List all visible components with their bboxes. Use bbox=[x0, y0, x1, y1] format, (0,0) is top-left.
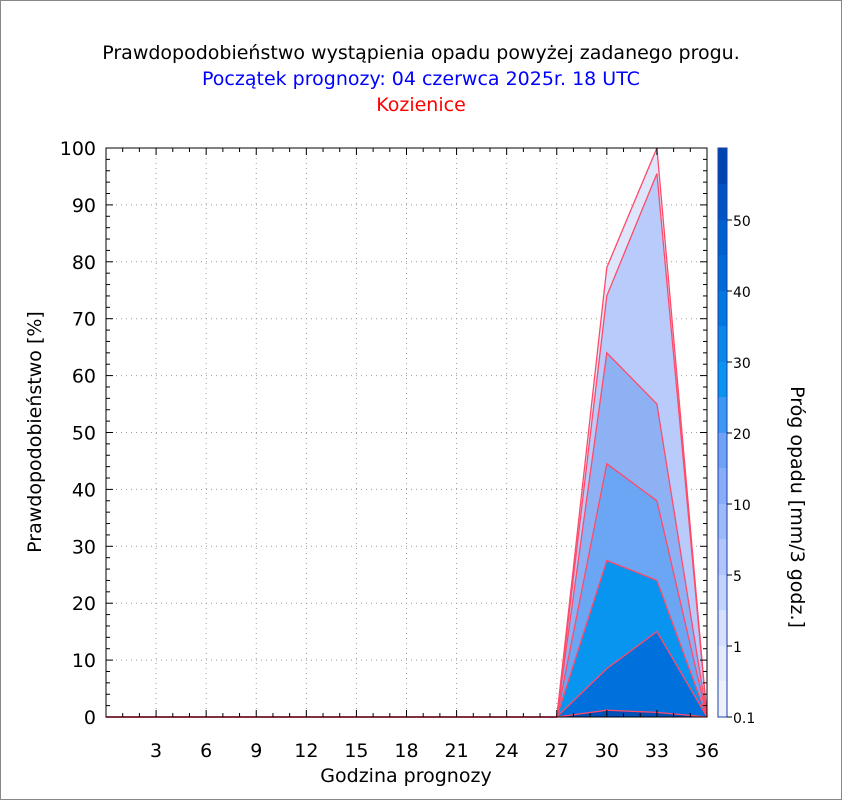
colorbar-segment bbox=[718, 326, 727, 362]
colorbar-segment bbox=[718, 220, 727, 255]
colorbar-segment bbox=[718, 610, 727, 646]
y-axis-label: Prawdopodobieństwo [%] bbox=[24, 311, 46, 553]
chart-title: Prawdopodobieństwo wystąpienia opadu pow… bbox=[102, 42, 740, 64]
colorbar-segment bbox=[718, 433, 727, 468]
x-tick-label: 36 bbox=[695, 740, 719, 762]
x-tick-label: 18 bbox=[394, 740, 418, 762]
y-tick-label: 80 bbox=[72, 252, 96, 274]
y-tick-label: 0 bbox=[84, 707, 96, 729]
colorbar-tick-label: 30 bbox=[733, 356, 751, 372]
colorbar-segment bbox=[718, 255, 727, 291]
colorbar-segment bbox=[718, 575, 727, 610]
y-tick-label: 70 bbox=[72, 309, 96, 331]
colorbar-tick-label: 20 bbox=[733, 427, 751, 443]
y-tick-label: 90 bbox=[72, 195, 96, 217]
colorbar-tick-label: 10 bbox=[733, 498, 751, 514]
colorbar-segment bbox=[718, 539, 727, 575]
location-label: Kozienice bbox=[376, 94, 466, 116]
y-tick-label: 50 bbox=[72, 423, 96, 445]
y-tick-label: 20 bbox=[72, 593, 96, 615]
y-tick-label: 60 bbox=[72, 366, 96, 388]
x-tick-label: 15 bbox=[344, 740, 368, 762]
y-tick-label: 10 bbox=[72, 650, 96, 672]
area-threshold-30 bbox=[106, 631, 707, 717]
colorbar-tick-label: 1 bbox=[733, 640, 742, 656]
colorbar-segment bbox=[718, 468, 727, 504]
x-tick-label: 30 bbox=[595, 740, 619, 762]
x-tick-label: 12 bbox=[294, 740, 318, 762]
colorbar-tick-label: 5 bbox=[733, 569, 742, 585]
colorbar-tick-label: 0.1 bbox=[733, 711, 755, 727]
colorbar-segment bbox=[718, 504, 727, 539]
colorbar-segment bbox=[718, 184, 727, 220]
x-tick-label: 27 bbox=[545, 740, 569, 762]
colorbar-label: Próg opadu [mm/3 godz.] bbox=[786, 386, 808, 628]
area-threshold-40 bbox=[106, 710, 707, 717]
colorbar-tick-label: 40 bbox=[733, 285, 751, 301]
x-axis-label: Godzina prognozy bbox=[320, 765, 491, 787]
probability-areas bbox=[106, 148, 707, 718]
colorbar-segment bbox=[718, 646, 727, 681]
x-tick-label: 9 bbox=[250, 740, 262, 762]
x-axis: 3 6 9 12 15 18 21 24 27 30 33 36 bbox=[105, 148, 719, 762]
x-tick-label: 6 bbox=[200, 740, 212, 762]
colorbar-segment bbox=[718, 362, 727, 397]
y-tick-label: 100 bbox=[60, 138, 96, 160]
colorbar-segment bbox=[718, 148, 727, 184]
x-tick-label: 33 bbox=[645, 740, 669, 762]
y-tick-label: 40 bbox=[72, 479, 96, 501]
x-tick-label: 21 bbox=[444, 740, 468, 762]
chart-subtitle: Początek prognozy: 04 czerwca 2025r. 18 … bbox=[202, 68, 640, 90]
x-tick-label: 24 bbox=[495, 740, 519, 762]
y-axis: 0 10 20 30 40 50 60 70 80 90 100 bbox=[60, 138, 707, 729]
colorbar-tick-label: 50 bbox=[733, 214, 751, 230]
colorbar-segment bbox=[718, 291, 727, 326]
colorbar-segment bbox=[718, 681, 727, 717]
colorbar: 0.1 1 5 10 20 30 40 50 bbox=[717, 147, 755, 727]
x-tick-label: 3 bbox=[150, 740, 162, 762]
y-tick-label: 30 bbox=[72, 536, 96, 558]
colorbar-segment bbox=[718, 397, 727, 433]
